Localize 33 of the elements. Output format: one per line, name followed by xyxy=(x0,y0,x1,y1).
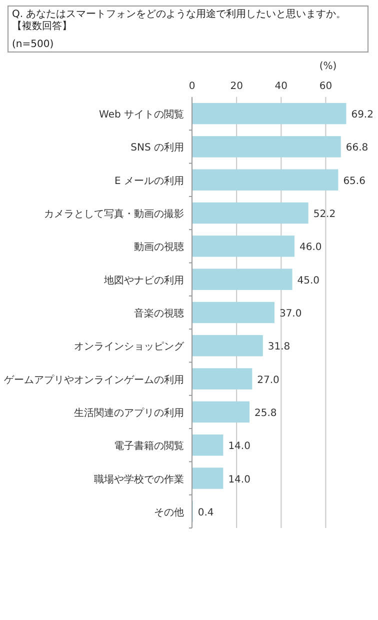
x-axis-title: (%) xyxy=(319,61,337,72)
data-label: 37.0 xyxy=(279,308,302,320)
data-label: 25.8 xyxy=(254,408,277,419)
y-tick-label: 電子書籍の閲覧 xyxy=(114,440,184,452)
data-label: 27.0 xyxy=(257,374,280,386)
x-tick-label: 20 xyxy=(230,81,243,92)
x-tick-label: 40 xyxy=(274,81,288,92)
data-label: 65.6 xyxy=(343,176,366,187)
y-tick-label: 生活関連のアプリの利用 xyxy=(74,406,184,419)
data-label: 45.0 xyxy=(297,275,320,286)
y-tick-label: カメラとして写真・動画の撮影 xyxy=(44,208,184,220)
y-tick-label: 地図やナビの利用 xyxy=(103,274,184,286)
data-label: 14.0 xyxy=(228,441,250,452)
y-tick-label: 音楽の視聴 xyxy=(134,308,184,320)
data-label: 52.2 xyxy=(313,209,336,220)
y-tick-label: ゲームアプリやオンラインゲームの利用 xyxy=(4,374,184,386)
y-tick-label: E メールの利用 xyxy=(114,174,184,187)
data-label: 14.0 xyxy=(228,474,250,486)
data-label: 46.0 xyxy=(300,242,322,254)
y-tick-label: オンラインショッピング xyxy=(74,342,185,353)
y-tick-label: その他 xyxy=(154,506,184,518)
y-tick-label: Web サイトの閲覧 xyxy=(99,110,184,121)
x-tick-label: 60 xyxy=(319,81,332,92)
data-label: 0.4 xyxy=(198,507,214,518)
chart-title: Q. あなたはスマートフォンをどのような用途で利用したいと思いますか。【複数回答】 xyxy=(12,9,348,33)
data-label: 66.8 xyxy=(346,142,368,154)
data-label: 69.2 xyxy=(351,110,374,121)
x-tick-label: 0 xyxy=(188,81,196,92)
y-tick-label: SNS の利用 xyxy=(130,142,184,154)
y-tick-label: 職場や学校での作業 xyxy=(94,473,184,486)
data-label: 31.8 xyxy=(268,342,290,353)
text: (n=500) xyxy=(12,39,54,50)
y-tick-label: 動画の視聴 xyxy=(134,241,184,254)
